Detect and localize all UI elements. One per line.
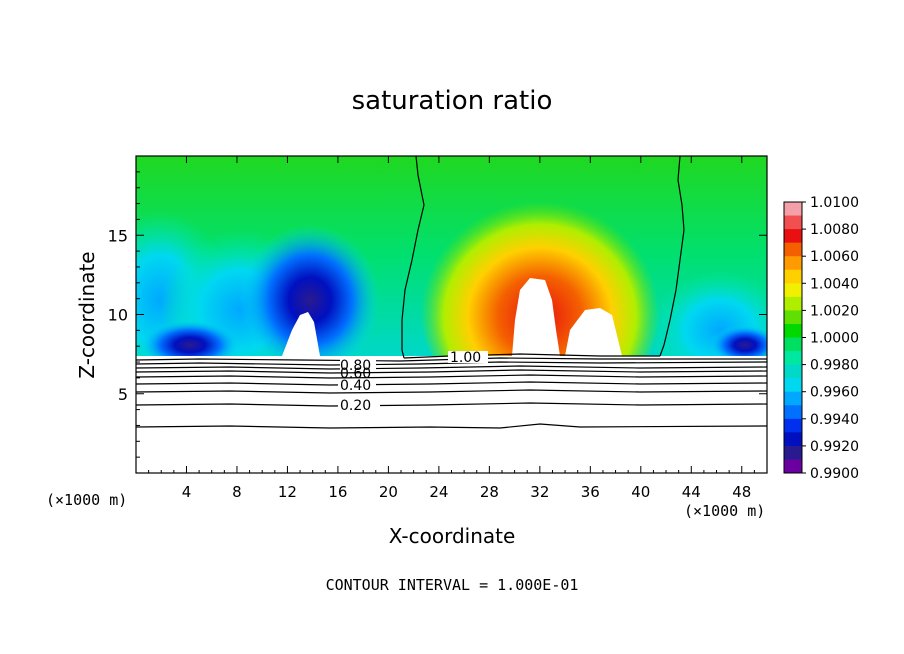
colorbar-label: 0.9960	[810, 385, 859, 401]
x-tick-label: 4	[182, 483, 192, 501]
saturation-field	[136, 156, 767, 473]
colorbar-swatch	[784, 445, 802, 460]
contour-line-1.00-surface	[403, 353, 660, 359]
colorbar-label: 0.9920	[810, 439, 859, 455]
colorbar-swatch	[784, 310, 802, 325]
colorbar-swatch	[784, 351, 802, 366]
contour-labels: 0.80 0.60 0.40 0.20 1.00	[338, 350, 488, 414]
colorbar-swatch	[784, 459, 802, 474]
colorbar-swatch	[784, 337, 802, 352]
colorbar-swatch	[784, 378, 802, 393]
colorbar-label: 0.9940	[810, 412, 859, 428]
x-tick-label: 24	[429, 483, 448, 501]
colorbar-swatch	[784, 323, 802, 338]
contour-label-1.00: 1.00	[450, 350, 481, 366]
contour-line-0.70	[135, 365, 768, 370]
x-tick-label: 20	[379, 483, 398, 501]
colorbar-swatch	[784, 269, 802, 284]
colorbar-label: 1.0060	[810, 249, 859, 265]
contour-lines	[135, 155, 768, 429]
colorbar-swatch	[784, 256, 802, 271]
chart-title: saturation ratio	[351, 86, 553, 116]
contour-line-0.10	[135, 423, 768, 429]
y-axis: 5 10 15	[108, 171, 767, 458]
colorbar-swatch	[784, 432, 802, 447]
x-tick-label: 40	[631, 483, 650, 501]
colorbar-swatch	[784, 202, 802, 217]
colorbar-label: 1.0000	[810, 331, 859, 347]
contour-line-0.40	[135, 381, 768, 386]
colorbar-swatch	[784, 242, 802, 257]
x-tick-label: 28	[480, 483, 499, 501]
contour-line-0.60	[135, 369, 768, 374]
x-tick-label: 32	[530, 483, 549, 501]
colorbar-swatch	[784, 215, 802, 230]
colorbar-swatch	[784, 418, 802, 433]
colorbar-label: 1.0020	[810, 303, 859, 319]
colorbar-swatch	[784, 405, 802, 420]
colorbar-label: 1.0100	[810, 195, 859, 211]
x-tick-label: 48	[732, 483, 751, 501]
y-tick-label: 5	[118, 385, 128, 404]
colorbar-swatch	[784, 283, 802, 298]
colorbar-label: 0.9980	[810, 358, 859, 374]
x-tick-label: 36	[581, 483, 600, 501]
x-axis-label: X-coordinate	[388, 524, 516, 548]
x-tick-label: 44	[682, 483, 701, 501]
colorbar-label: 1.0080	[810, 222, 859, 238]
x-unit-label-left: (×1000 m)	[46, 491, 128, 509]
x-axis: 4 8 12 16 20 24 28 32 36 40 44 48	[148, 156, 755, 501]
contour-line-0.20	[135, 402, 768, 407]
contour-line-0.90	[135, 357, 767, 362]
contour-line-0.50	[135, 374, 768, 379]
contour-line-1.00-left	[401, 155, 425, 359]
colorbar-swatch	[784, 296, 802, 311]
x-tick-label: 12	[278, 483, 297, 501]
colorbar-label: 1.0040	[810, 276, 859, 292]
y-tick-label: 10	[108, 306, 128, 325]
contour-line-1.00-right	[659, 155, 685, 357]
contour-label-0.20: 0.20	[340, 398, 371, 414]
contour-line-0.80	[135, 361, 768, 366]
contour-line-0.30	[135, 389, 768, 394]
colorbar-swatch	[784, 229, 802, 244]
contour-label-0.40: 0.40	[340, 378, 371, 394]
colorbar: 1.0100 1.0080 1.0060 1.0040 1.0020 1.0000 0.99…	[783, 195, 859, 482]
colorbar-swatch	[784, 364, 802, 379]
x-tick-label: 8	[232, 483, 242, 501]
y-tick-label: 15	[108, 226, 128, 245]
contour-label-0.80: 0.80	[340, 358, 371, 374]
colorbar-swatch	[784, 391, 802, 406]
colorbar-label: 0.9900	[810, 466, 859, 482]
contour-interval-note: CONTOUR INTERVAL = 1.000E-01	[325, 576, 579, 594]
x-tick-label: 16	[328, 483, 347, 501]
x-unit-label-right: (×1000 m)	[684, 502, 766, 520]
contour-label-0.60: 0.60	[340, 366, 371, 382]
